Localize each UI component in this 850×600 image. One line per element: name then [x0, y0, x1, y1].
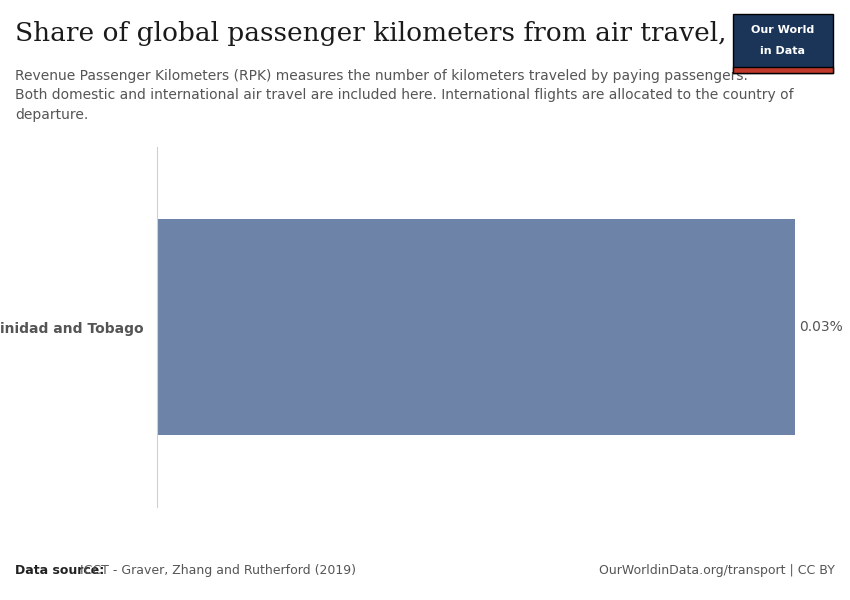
Text: Revenue Passenger Kilometers (RPK) measures the number of kilometers traveled by: Revenue Passenger Kilometers (RPK) measu… [15, 69, 794, 122]
Text: Share of global passenger kilometers from air travel, 2018: Share of global passenger kilometers fro… [15, 21, 802, 46]
Text: ICCT - Graver, Zhang and Rutherford (2019): ICCT - Graver, Zhang and Rutherford (201… [76, 564, 356, 577]
Text: 0.03%: 0.03% [799, 320, 842, 334]
Text: OurWorldinData.org/transport | CC BY: OurWorldinData.org/transport | CC BY [598, 564, 835, 577]
Text: Data source:: Data source: [15, 564, 105, 577]
Text: Our World: Our World [751, 25, 814, 35]
Text: in Data: in Data [761, 46, 805, 56]
Bar [157, 219, 795, 435]
